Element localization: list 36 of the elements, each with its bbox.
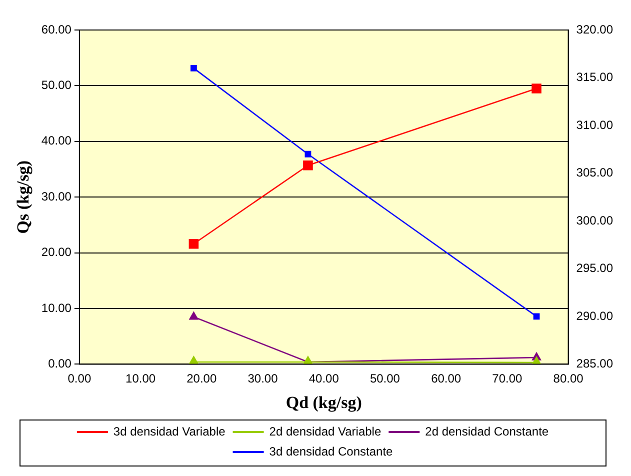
x-tick-label: 20.00 [186,372,217,386]
y-tick-label: 50.00 [41,78,72,92]
y-tick-label: 10.00 [41,300,72,315]
x-tick-label: 30.00 [248,372,278,386]
x-tick-label: 50.00 [370,372,400,386]
y2-tick-label: 315.00 [576,70,614,84]
point [304,150,312,158]
point [190,65,197,72]
y2-tick-label: 320.00 [576,22,614,36]
legend-label: 3d densidad Variable [113,424,226,438]
y-tick-label: 60.00 [41,22,72,36]
x-tick-label: 60.00 [431,372,462,386]
x-tick-label: 70.00 [492,372,523,386]
legend-label: 2d densidad Variable [269,424,382,438]
x-tick-label: 80.00 [553,372,584,386]
x-tick-label: 10.00 [126,372,156,386]
y2-tick-label: 285.00 [576,356,614,371]
point [532,84,542,94]
y-tick-label: 20.00 [41,245,72,260]
point [303,160,313,170]
y-tick-label: 30.00 [41,189,72,204]
legend-label: 3d densidad Constante [269,444,394,458]
x-axis-title: Qd (kg/sg) [286,393,362,412]
y-tick-label: 40.00 [41,134,72,148]
x-tick-label: 0.00 [68,372,92,386]
y2-tick-label: 300.00 [576,213,614,228]
y2-tick-label: 310.00 [576,118,614,132]
y2-tick-label: 305.00 [576,166,614,180]
point [533,313,540,320]
y-axis-title: Qs (kg/sg) [14,160,33,234]
point [188,238,199,249]
y2-tick-label: 290.00 [576,308,614,323]
y2-tick-label: 295.00 [576,261,614,276]
legend-label: 2d densidad Constante [425,424,549,438]
y-tick-label: 0.00 [48,356,72,371]
x-tick-label: 40.00 [308,372,340,386]
